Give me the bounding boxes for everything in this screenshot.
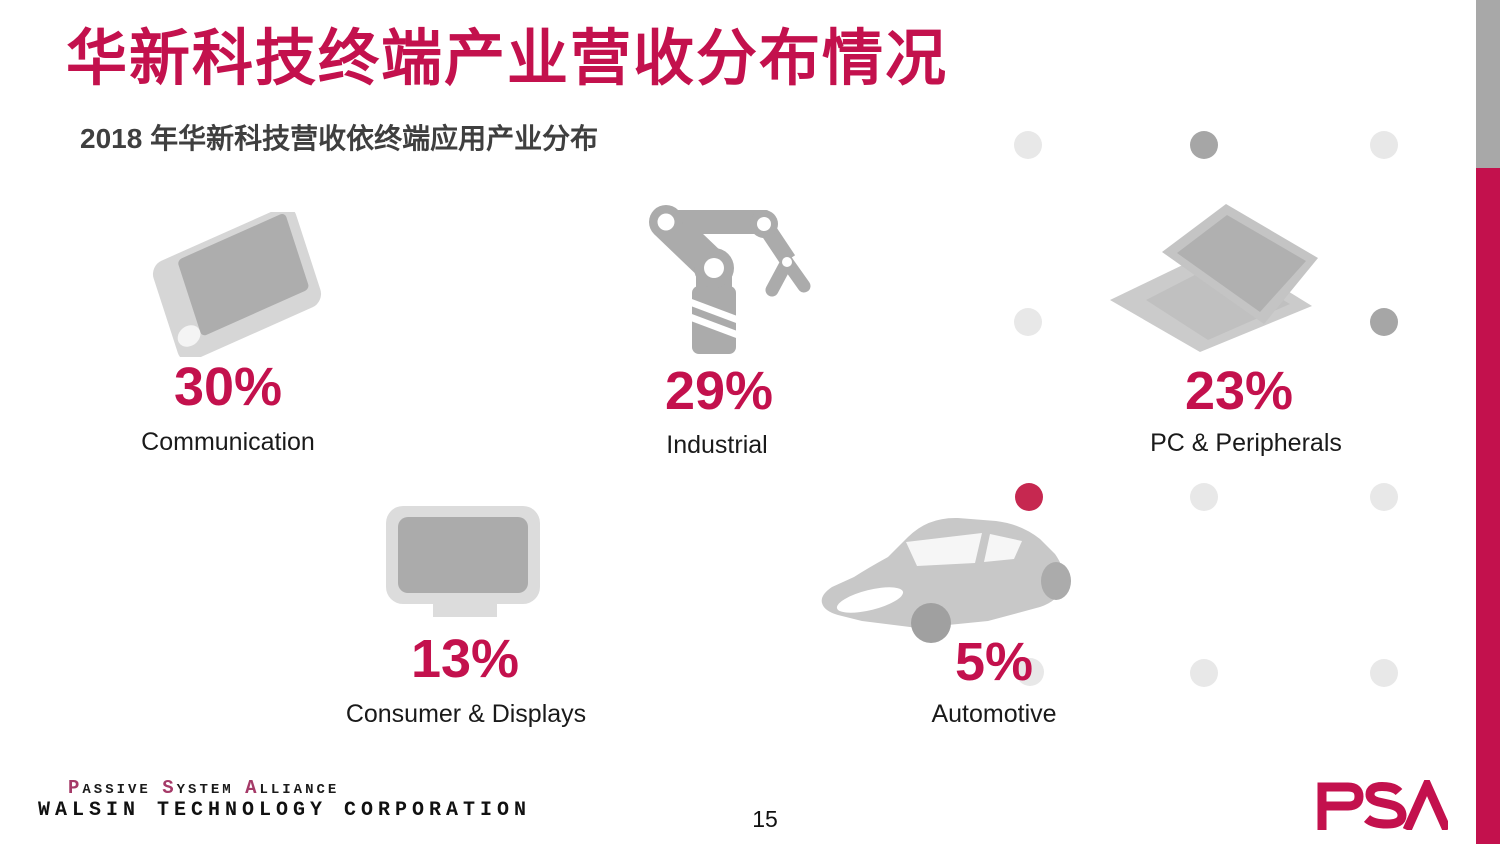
decor-dot	[1190, 483, 1218, 511]
decor-dot	[1014, 308, 1042, 336]
laptop-icon	[1110, 204, 1318, 352]
smartphone-icon	[152, 212, 322, 357]
page-number: 15	[752, 806, 778, 832]
alliance-initial: S	[162, 777, 177, 799]
alliance-initial: A	[245, 777, 260, 799]
monitor-icon	[386, 506, 540, 617]
car-icon	[821, 517, 1071, 643]
industrial-label: Industrial	[666, 431, 768, 459]
decor-dot	[1370, 308, 1398, 336]
decor-dot	[1370, 131, 1398, 159]
decor-dot	[1370, 483, 1398, 511]
page-subtitle: 2018 年华新科技营收依终端应用产业分布	[80, 123, 599, 154]
pc-percent: 23%	[1184, 361, 1294, 421]
automotive-label: Automotive	[931, 700, 1057, 728]
automotive-percent: 5%	[954, 632, 1034, 692]
communication-percent: 30%	[173, 357, 283, 417]
decor-dot	[1190, 659, 1218, 687]
company-name: WALSIN TECHNOLOGY CORPORATION	[38, 799, 532, 822]
decor-dot	[1190, 131, 1218, 159]
alliance-name: PASSIVE SYSTEM ALLIANCE	[68, 777, 340, 799]
communication-label: Communication	[141, 428, 315, 456]
decor-dot	[1015, 483, 1043, 511]
psa-logo	[1317, 780, 1448, 830]
edge-bar-red	[1476, 168, 1500, 844]
decor-dot	[1014, 131, 1042, 159]
decor-dot	[1016, 658, 1044, 686]
pc-label: PC & Peripherals	[1150, 429, 1342, 457]
consumer-percent: 13%	[410, 629, 520, 689]
edge-bar-gray	[1476, 0, 1500, 168]
robot-arm-icon	[649, 205, 811, 354]
alliance-initial: P	[68, 777, 83, 799]
decor-dot	[1370, 659, 1398, 687]
industrial-percent: 29%	[664, 361, 774, 421]
page-title: 华新科技终端产业营收分布情况	[66, 24, 949, 92]
consumer-label: Consumer & Displays	[345, 700, 587, 728]
